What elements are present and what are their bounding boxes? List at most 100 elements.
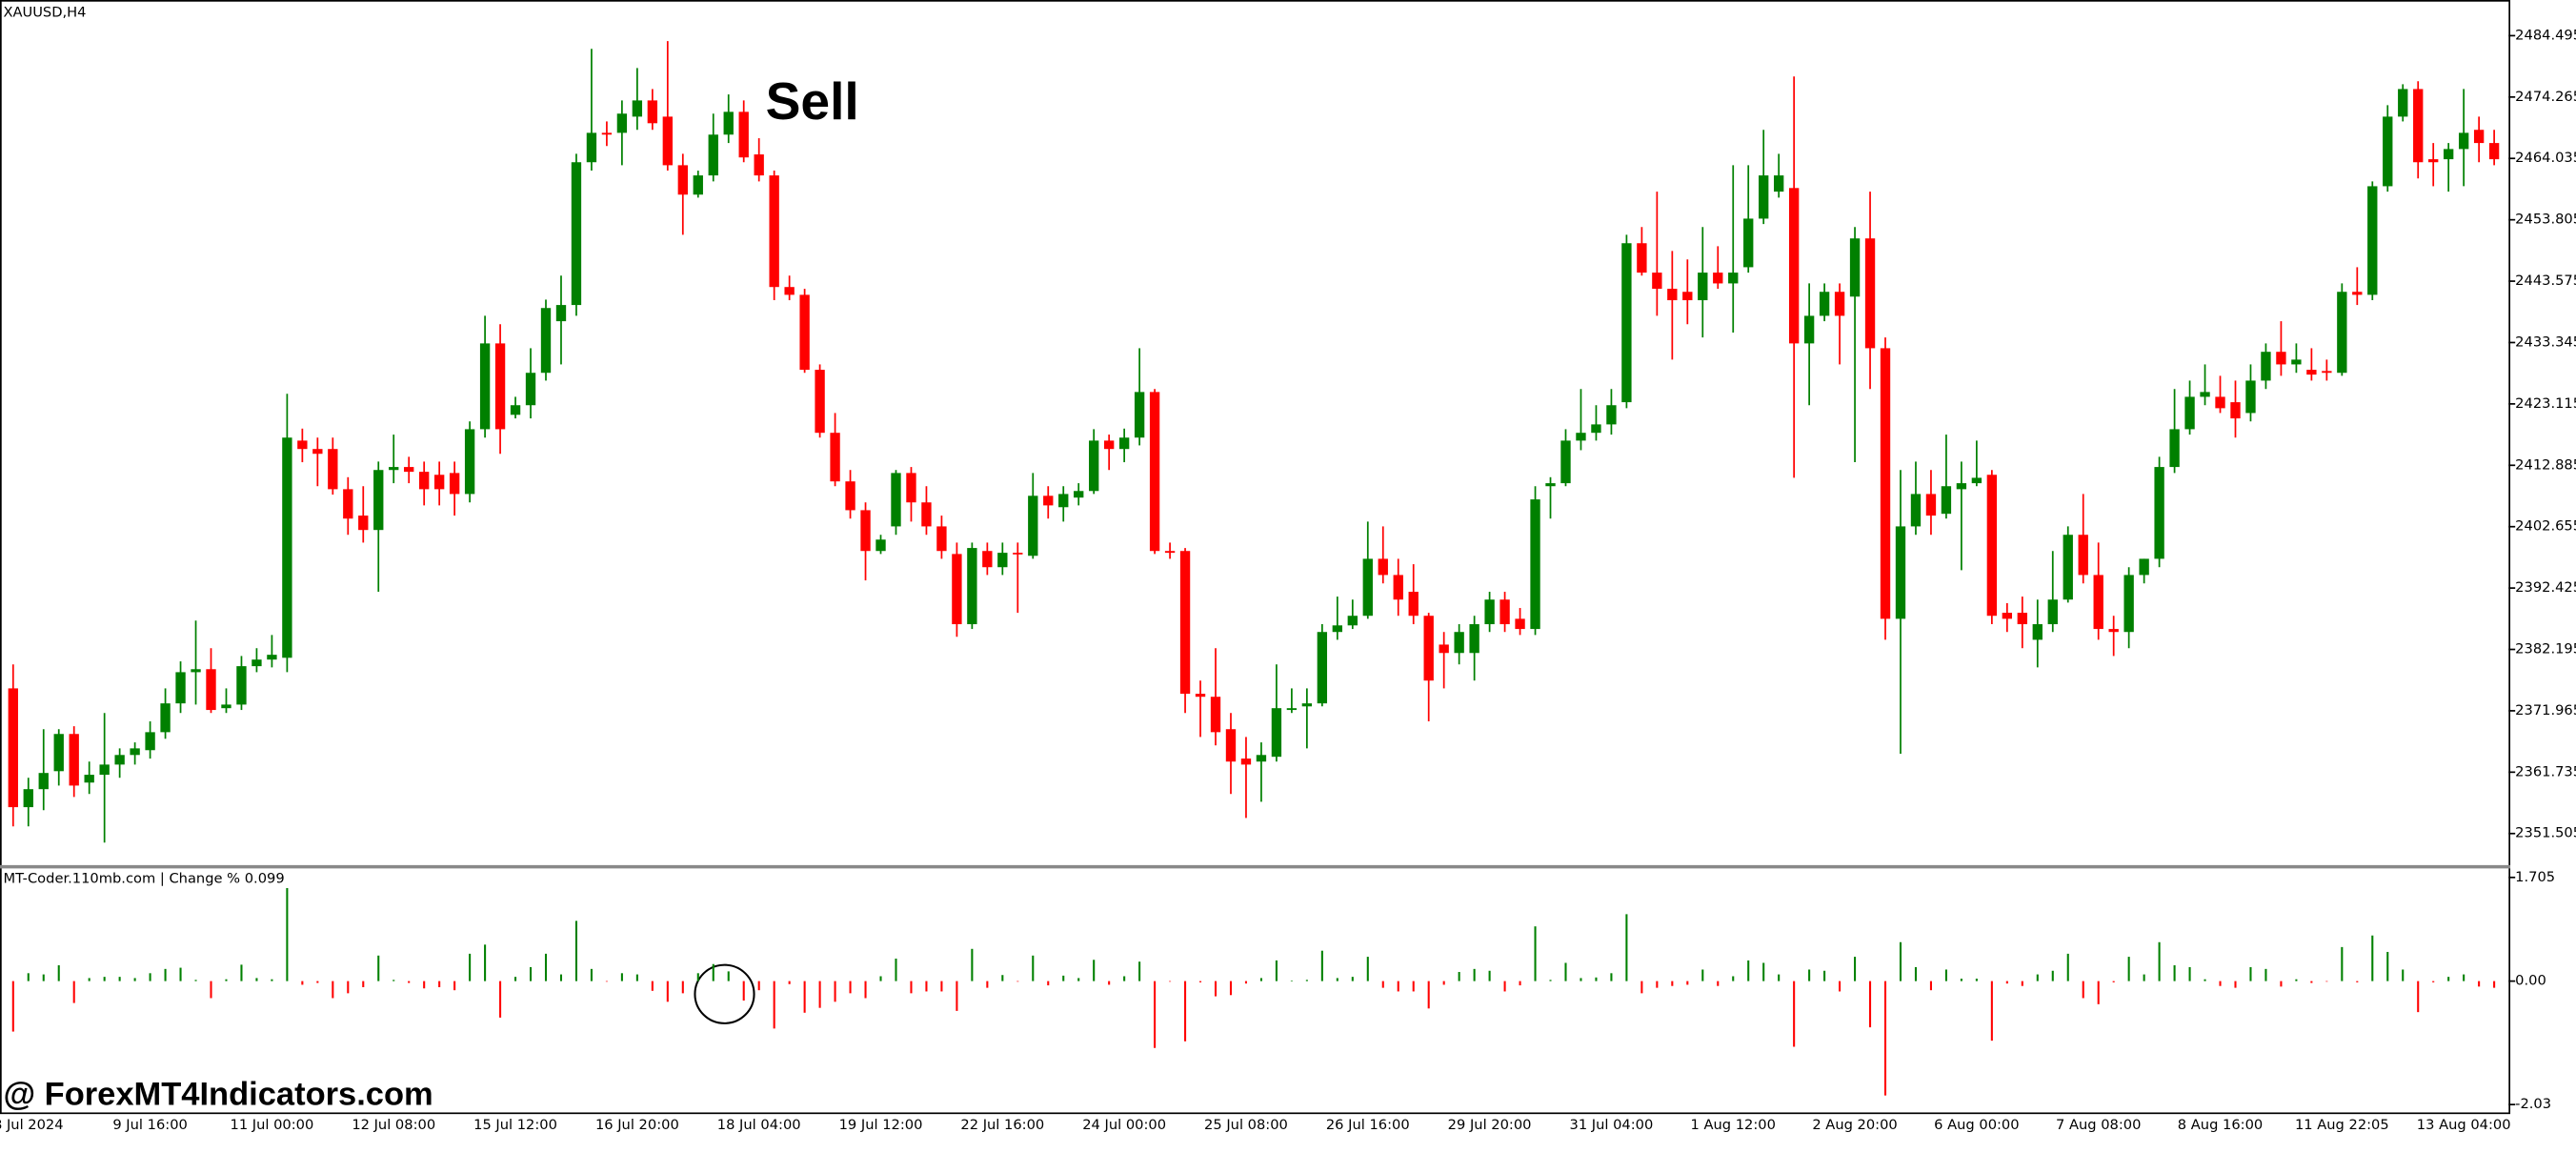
candle-body	[2154, 467, 2164, 559]
candle-body	[1089, 440, 1099, 492]
candle-body	[601, 132, 613, 135]
candle-body	[616, 113, 628, 133]
candle-body	[1728, 273, 1739, 284]
candle-body	[53, 734, 64, 772]
candle-body	[2383, 116, 2393, 187]
candle-body	[145, 732, 155, 751]
x-tick-label: 11 Jul 00:00	[231, 1117, 314, 1133]
candle-body	[1971, 477, 1982, 484]
candle-body	[1667, 289, 1678, 301]
candle-body	[708, 134, 718, 176]
candle-body	[2352, 292, 2363, 295]
y-tick-label: 2392.425	[2515, 579, 2576, 596]
candle-body	[875, 539, 886, 552]
watermark: @ ForexMT4Indicators.com	[3, 1077, 433, 1113]
candle-body	[1058, 494, 1069, 508]
x-tick-label: 25 Jul 08:00	[1204, 1117, 1288, 1133]
annotation: Sell	[766, 71, 859, 131]
candle-body	[1043, 496, 1054, 506]
y-tick-label: 2361.735	[2515, 763, 2576, 779]
candle-body	[23, 789, 33, 808]
candle-body	[1332, 625, 1343, 633]
candle-body	[662, 116, 673, 166]
candle-body	[1925, 494, 1937, 516]
y-tick-label: -2.03	[2515, 1096, 2551, 1112]
candle-body	[1530, 499, 1540, 630]
candle-body	[1774, 175, 1784, 192]
y-tick-label: 2423.115	[2515, 395, 2576, 412]
candle-body	[373, 470, 384, 531]
candle-body	[2261, 352, 2271, 381]
candle-body	[1347, 616, 1358, 626]
candle-body	[860, 510, 871, 552]
candle-body	[1103, 440, 1115, 450]
candle-body	[2200, 392, 2210, 397]
y-tick-label: 2412.885	[2515, 456, 2576, 473]
candle-body	[2337, 292, 2347, 374]
candle-body	[1956, 483, 1967, 490]
x-tick-label: 8 Aug 16:00	[2178, 1117, 2263, 1133]
candle-body	[1682, 292, 1693, 301]
candle-body	[69, 734, 79, 786]
candle-body	[1499, 599, 1510, 625]
candle-body	[2215, 396, 2225, 409]
candle-body	[2093, 575, 2103, 630]
candle-body	[1895, 526, 1906, 619]
candle-body	[2245, 380, 2256, 414]
candle-body	[449, 473, 460, 495]
x-tick-label: 26 Jul 16:00	[1326, 1117, 1410, 1133]
candle-body	[1271, 708, 1282, 758]
candle-body	[1469, 624, 1479, 654]
candle-body	[1301, 703, 1313, 707]
candle-body	[1788, 188, 1800, 344]
candle-body	[830, 433, 840, 482]
candle-body	[1591, 424, 1601, 434]
candle-body	[2413, 89, 2424, 163]
x-tick-label: 18 Jul 04:00	[717, 1117, 801, 1133]
candle-body	[2230, 402, 2241, 419]
candle-body	[1986, 475, 1998, 617]
candle-body	[1286, 708, 1298, 711]
y-tick-label: 2443.575	[2515, 273, 2576, 289]
x-tick-label: 22 Jul 16:00	[960, 1117, 1044, 1133]
candle-body	[433, 475, 445, 490]
candle-body	[1164, 551, 1176, 554]
candle-body	[206, 669, 216, 711]
candle-body	[2017, 613, 2027, 625]
candle-body	[982, 551, 993, 568]
candle-body	[1149, 392, 1160, 552]
x-tick-label: 12 Jul 08:00	[352, 1117, 435, 1133]
chart-frame	[0, 0, 2511, 1115]
candle-body	[2063, 535, 2073, 600]
candle-body	[2139, 558, 2149, 576]
candle-body	[2291, 359, 2302, 365]
candle-body	[191, 669, 201, 673]
candle-body	[1819, 292, 1830, 316]
candle-body	[952, 554, 962, 625]
y-tick-label: 2433.345	[2515, 334, 2576, 351]
candle-body	[723, 111, 734, 135]
y-tick-label: 2464.035	[2515, 150, 2576, 166]
candle-body	[1698, 273, 1708, 301]
candle-body	[1439, 644, 1449, 654]
candle-body	[2123, 575, 2134, 633]
candle-body	[1713, 273, 1723, 284]
x-tick-label: 31 Jul 04:00	[1570, 1117, 1654, 1133]
candle-body	[175, 672, 186, 704]
candle-body	[1880, 348, 1891, 619]
candle-body	[1621, 243, 1632, 403]
candle-body	[1210, 697, 1221, 733]
y-tick-label: 1.705	[2515, 869, 2555, 885]
candle-body	[160, 703, 171, 733]
candle-body	[236, 666, 247, 705]
x-tick-label: 11 Aug 22:05	[2295, 1117, 2389, 1133]
candle-body	[1606, 405, 1617, 425]
candle-body	[1118, 437, 1130, 450]
candle-body	[1941, 486, 1952, 515]
candle-body	[1803, 315, 1815, 344]
candle-body	[267, 655, 277, 660]
candle-body	[2428, 159, 2439, 163]
candle-body	[693, 175, 703, 195]
